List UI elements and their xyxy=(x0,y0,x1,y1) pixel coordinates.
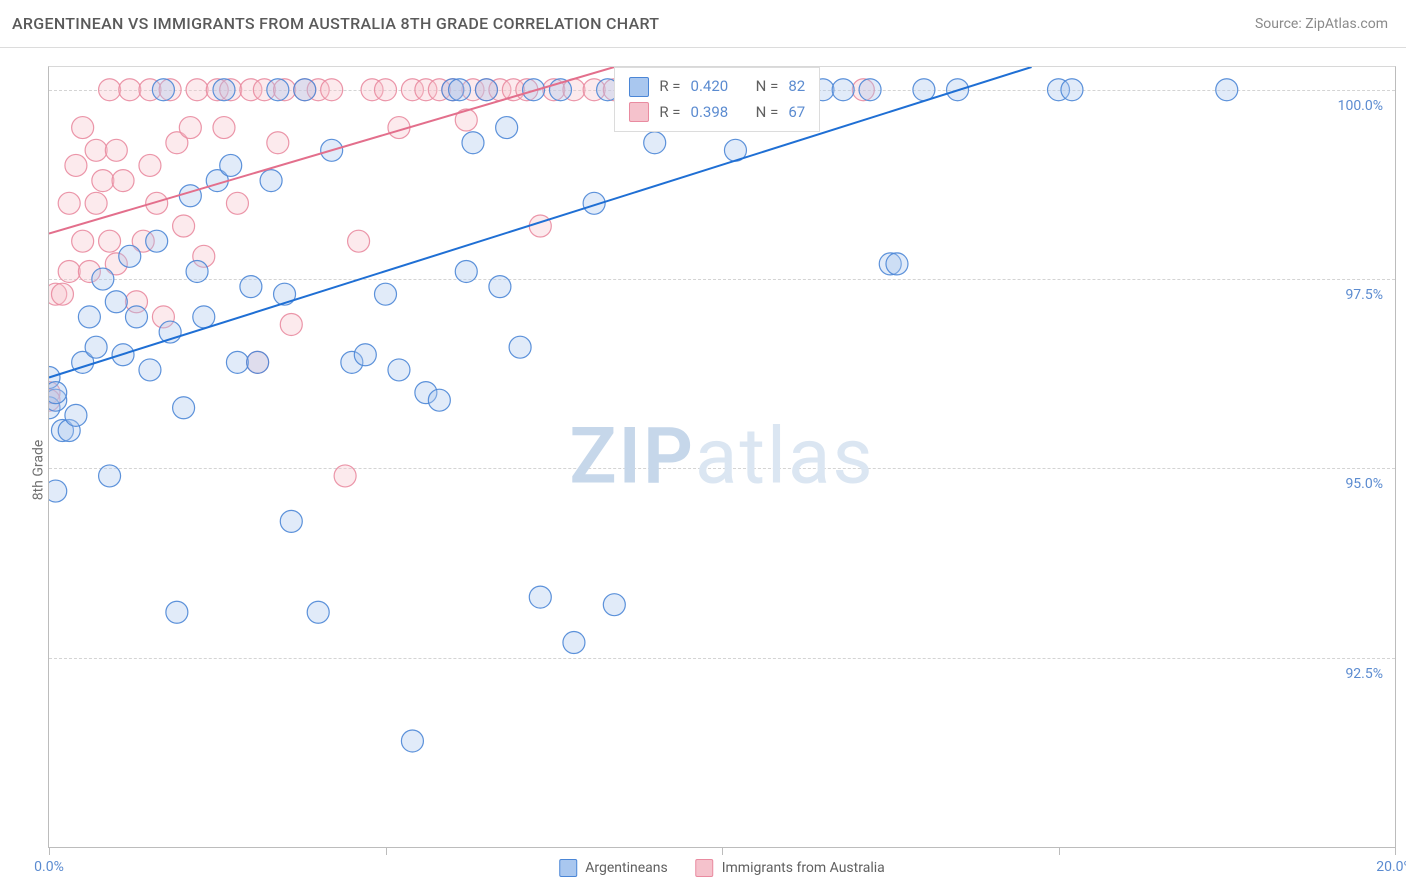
x-tick xyxy=(1059,847,1060,855)
legend-label: Argentineans xyxy=(585,860,667,876)
trendline xyxy=(49,67,1032,377)
y-axis-label: 8th Grade xyxy=(30,440,46,501)
blue-swatch-icon xyxy=(559,859,577,877)
x-tick xyxy=(1395,847,1396,855)
correlation-box: R =0.420 N =82R =0.398 N =67 xyxy=(614,67,820,132)
trendline-layer xyxy=(49,67,1395,847)
x-tick-label: 0.0% xyxy=(34,859,64,875)
pink-swatch-icon xyxy=(696,859,714,877)
legend-item: Argentineans xyxy=(559,859,667,877)
x-tick-label: 20.0% xyxy=(1376,859,1406,875)
pink-swatch-icon xyxy=(629,102,649,122)
x-tick xyxy=(386,847,387,855)
legend-label: Immigrants from Australia xyxy=(722,860,885,876)
trendline xyxy=(49,67,614,234)
x-tick xyxy=(722,847,723,855)
correlation-row: R =0.420 N =82 xyxy=(629,74,805,100)
plot-area: ZIPatlas R =0.420 N =82R =0.398 N =67 92… xyxy=(48,66,1396,848)
x-tick xyxy=(49,847,50,855)
correlation-row: R =0.398 N =67 xyxy=(629,100,805,126)
chart-area: 8th Grade ZIPatlas R =0.420 N =82R =0.39… xyxy=(0,48,1406,892)
legend-item: Immigrants from Australia xyxy=(696,859,885,877)
header: ARGENTINEAN VS IMMIGRANTS FROM AUSTRALIA… xyxy=(0,0,1406,48)
chart-title: ARGENTINEAN VS IMMIGRANTS FROM AUSTRALIA… xyxy=(12,14,659,33)
source-label: Source: ZipAtlas.com xyxy=(1255,16,1388,32)
legend: Argentineans Immigrants from Australia xyxy=(559,859,885,877)
blue-swatch-icon xyxy=(629,77,649,97)
